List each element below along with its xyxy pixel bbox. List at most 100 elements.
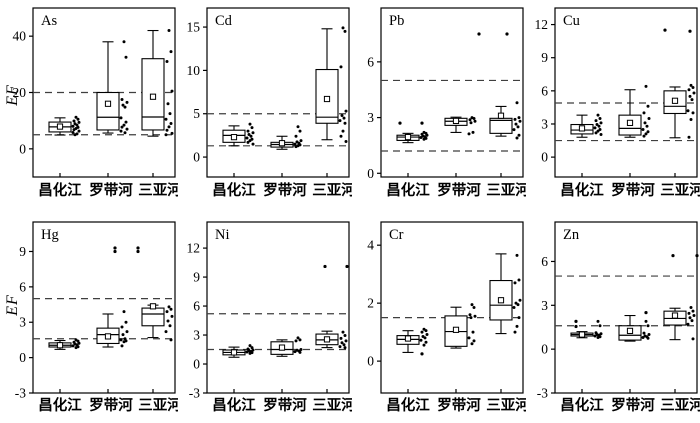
data-point <box>164 117 168 121</box>
y-tick-label: 12 <box>187 241 201 256</box>
x-category-label: 三亚河 <box>660 396 700 414</box>
mean-marker <box>497 112 505 119</box>
data-point <box>691 86 695 90</box>
x-category-label: 罗带河 <box>437 181 481 199</box>
y-tick-label: 0 <box>541 342 548 357</box>
mean-marker <box>452 117 460 125</box>
plot-frame <box>380 7 524 178</box>
box-group-Zn-1 <box>570 319 603 339</box>
data-point <box>643 121 647 125</box>
x-category-label: 三亚河 <box>660 181 700 199</box>
data-point <box>121 103 125 107</box>
y-tick-label: -3 <box>15 386 26 401</box>
data-point <box>298 129 302 133</box>
y-tick-label: 9 <box>193 270 200 285</box>
mean-marker <box>230 134 238 141</box>
data-point <box>515 136 519 140</box>
element-label: Cu <box>563 13 580 29</box>
data-point <box>692 314 696 318</box>
data-point <box>120 344 124 348</box>
x-category-label: 罗带河 <box>263 396 307 414</box>
data-point <box>642 331 646 335</box>
scatter-points <box>338 330 348 350</box>
data-point <box>338 119 342 123</box>
mean-marker <box>104 333 112 340</box>
data-point <box>298 350 302 354</box>
data-point <box>122 340 126 344</box>
data-point <box>515 101 519 105</box>
data-point <box>646 336 650 340</box>
x-category-label: 三亚河 <box>486 181 526 199</box>
data-point <box>593 334 597 338</box>
x-category-label: 昌化江 <box>386 396 430 414</box>
data-point <box>167 29 171 33</box>
data-point <box>599 132 603 136</box>
data-point <box>339 336 343 340</box>
data-point <box>595 123 599 127</box>
data-point <box>513 330 517 334</box>
box-group-Cu-2 <box>618 84 651 138</box>
y-tick-label: 6 <box>541 83 548 98</box>
x-category-label: 昌化江 <box>212 181 256 199</box>
data-point <box>596 113 600 117</box>
element-label: Pb <box>389 13 404 29</box>
y-tick-label: 3 <box>193 328 200 343</box>
data-point <box>596 335 600 339</box>
y-tick-label: 12 <box>535 17 549 32</box>
data-point <box>517 278 521 282</box>
outlier-points <box>398 121 424 125</box>
y-tick-label: 0 <box>19 141 26 156</box>
outlier-dot <box>420 352 424 356</box>
data-point <box>343 121 347 125</box>
data-point <box>512 306 516 309</box>
data-point <box>515 324 519 328</box>
outlier-dot <box>398 121 402 125</box>
data-point <box>166 319 170 323</box>
data-point <box>246 129 250 133</box>
scatter-points <box>467 116 477 136</box>
data-point <box>596 129 600 133</box>
iqr-box <box>141 307 165 327</box>
data-point <box>122 40 126 44</box>
box-group-Hg-3 <box>113 246 174 342</box>
data-point <box>77 129 81 133</box>
data-point <box>296 125 300 129</box>
data-point <box>71 344 75 348</box>
y-tick-label: 0 <box>193 150 200 165</box>
data-point <box>169 307 173 311</box>
y-tick-label: 6 <box>19 279 26 294</box>
data-point <box>641 128 645 132</box>
data-point <box>338 345 342 349</box>
data-point <box>518 119 522 123</box>
data-point <box>645 124 649 128</box>
box-group-Hg-2 <box>96 310 129 348</box>
data-point <box>164 133 168 137</box>
data-point <box>516 303 520 307</box>
y-tick-label: 3 <box>367 110 374 125</box>
outlier-dot <box>345 264 349 269</box>
data-point <box>344 139 348 143</box>
box-group-Ni-3 <box>315 264 349 350</box>
data-point <box>469 316 473 320</box>
data-point <box>299 139 303 143</box>
data-point <box>647 333 651 337</box>
boxplot-canvas-Hg: -3 0 3 6 9 Hg 昌化江 罗带河 三亚河 <box>15 221 178 414</box>
outlier-dot <box>113 246 117 250</box>
data-point <box>250 346 254 350</box>
data-point <box>339 134 343 138</box>
data-point <box>513 281 517 285</box>
scatter-points <box>593 113 603 136</box>
data-point <box>469 121 473 125</box>
y-tick-label: -3 <box>189 386 200 401</box>
data-point <box>687 135 691 139</box>
mean-marker <box>626 327 634 334</box>
data-point <box>471 130 475 134</box>
data-point <box>250 126 254 130</box>
data-point <box>342 116 346 120</box>
boxplot-canvas-As: 0 20 40 As 昌化江 罗带河 三亚河 <box>13 7 178 199</box>
outlier-dot <box>644 311 648 315</box>
outlier-dot <box>574 319 578 323</box>
data-point <box>167 305 171 309</box>
data-point <box>169 121 173 125</box>
